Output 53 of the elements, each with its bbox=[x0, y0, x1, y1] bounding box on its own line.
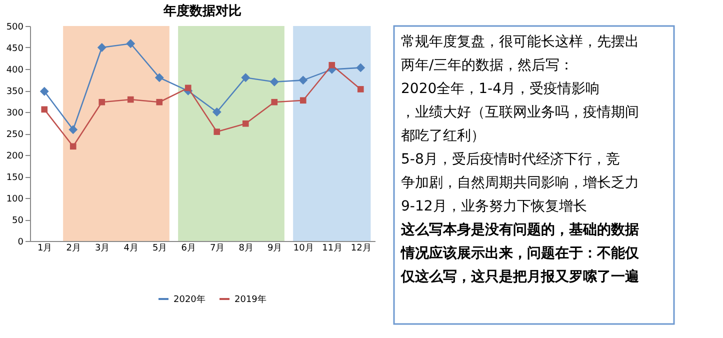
point bbox=[97, 43, 106, 52]
point bbox=[298, 76, 308, 85]
text: 常规年度复盘，很可能长这样，先摆出两年/三年的数据，然后写： bbox=[401, 34, 639, 74]
point bbox=[68, 125, 78, 134]
point bbox=[126, 39, 136, 48]
y-tick-label: 50 bbox=[12, 216, 24, 226]
x-tick-label: 6月 bbox=[181, 244, 196, 254]
x-tick-label: 2月 bbox=[66, 244, 81, 254]
text: 9-12月，业务努力下恢复增长 bbox=[401, 198, 587, 214]
point bbox=[357, 86, 364, 92]
point bbox=[300, 97, 306, 104]
x-tick-label: 4月 bbox=[124, 244, 138, 254]
point bbox=[40, 86, 49, 96]
point bbox=[241, 73, 250, 82]
point bbox=[98, 98, 106, 106]
y-tick-label: 200 bbox=[6, 152, 24, 162]
x-tick-label: 10月 bbox=[293, 244, 314, 254]
y-tick-label: 450 bbox=[6, 44, 24, 54]
y-tick-label: 300 bbox=[6, 108, 24, 118]
x-tick-label: 1月 bbox=[38, 244, 52, 254]
point bbox=[156, 98, 163, 106]
chart-title: 年度数据对比 bbox=[162, 3, 242, 19]
point bbox=[127, 96, 134, 103]
text: 5-8月，受后疫情时代经济下行，竞争加剧，自然周期共同影响，增长乏力 bbox=[401, 152, 639, 191]
x-tick-label: 12月 bbox=[350, 244, 372, 254]
y-tick-label: 350 bbox=[6, 87, 24, 97]
point bbox=[356, 63, 366, 72]
point bbox=[328, 62, 336, 68]
y-tick-label: 400 bbox=[6, 66, 24, 76]
y-tick-label: 250 bbox=[6, 130, 24, 140]
y-tick-label: 100 bbox=[6, 194, 24, 204]
x-tick-label: 11月 bbox=[322, 244, 343, 254]
point bbox=[270, 77, 279, 86]
x-tick-label: 7月 bbox=[210, 244, 225, 254]
y-tick-label: 0 bbox=[18, 238, 24, 248]
legend-label: 2020年 bbox=[174, 294, 206, 305]
point bbox=[271, 98, 278, 106]
x-tick-label: 8月 bbox=[238, 244, 254, 254]
text: 这么写本身是没有问题的，基础的数据情况应该展示出来，问题在于：不能仅仅这么写，这只是把月报又罗嗦了一遍 bbox=[400, 221, 640, 285]
x-tick-label: 3月 bbox=[95, 244, 110, 254]
text: 2020全年，1-4月，受疫情影响，业绩大好（互联网业务吗，疫情期间都吃了红利） bbox=[401, 81, 639, 144]
point bbox=[242, 120, 249, 127]
legend-label: 2019年 bbox=[234, 294, 266, 305]
point bbox=[212, 108, 222, 116]
point bbox=[214, 128, 220, 135]
y-tick-label: 150 bbox=[6, 173, 24, 183]
x-tick-label: 9月 bbox=[268, 244, 282, 254]
point bbox=[70, 143, 76, 150]
point bbox=[154, 73, 164, 82]
point bbox=[184, 84, 192, 92]
point bbox=[41, 106, 48, 113]
y-tick-label: 500 bbox=[6, 22, 24, 32]
x-tick-label: 5月 bbox=[152, 244, 168, 254]
